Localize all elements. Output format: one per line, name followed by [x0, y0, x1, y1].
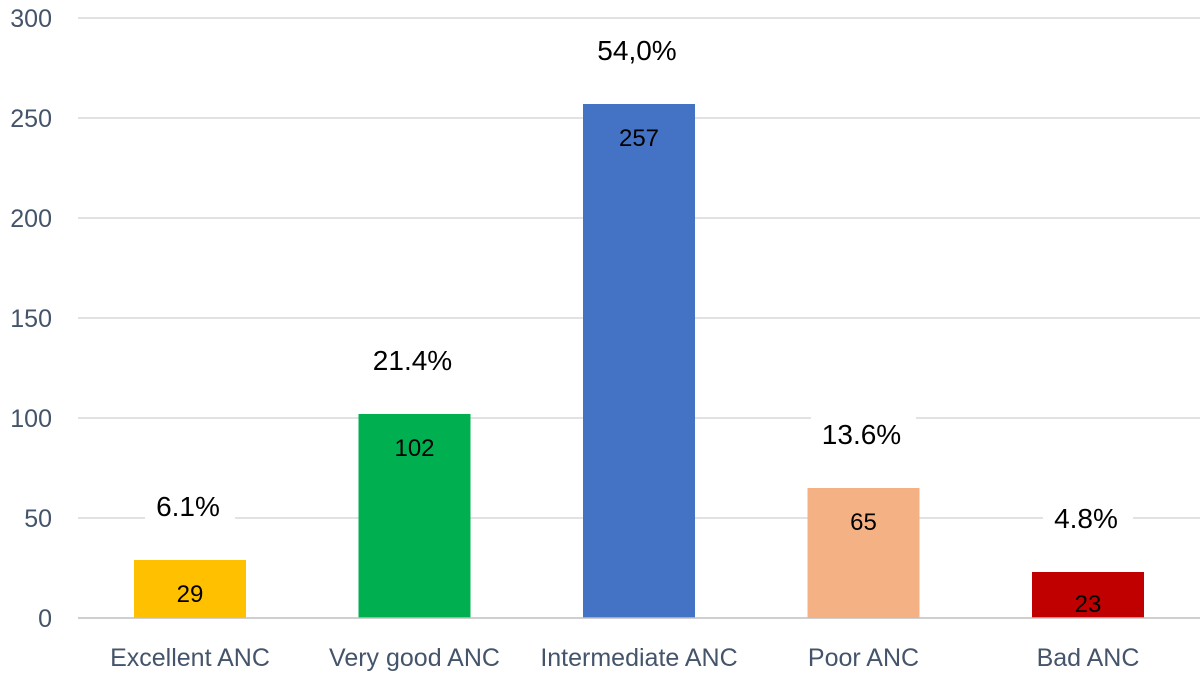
- y-tick-label: 100: [10, 405, 52, 433]
- x-tick-label: Intermediate ANC: [540, 644, 737, 672]
- bar: [583, 104, 695, 618]
- percent-label: 54,0%: [597, 35, 676, 66]
- percent-label: 13.6%: [822, 419, 901, 450]
- bar-value-label: 65: [850, 509, 877, 536]
- bar-value-label: 102: [394, 435, 434, 462]
- bar-value-label: 257: [619, 125, 659, 152]
- percent-label-background: [362, 338, 467, 380]
- percent-label-background: [811, 412, 916, 454]
- y-tick-label: 300: [10, 5, 52, 33]
- data-labels: 29 6.1% 102 21.4% 257 54,0% 65 13.6% 23 4.8%: [145, 28, 1133, 618]
- bar-value-label: 23: [1075, 591, 1102, 618]
- percent-label: 4.8%: [1054, 503, 1118, 534]
- y-tick-label: 0: [38, 605, 52, 633]
- x-axis: Excellent ANC Very good ANC Intermediate A…: [78, 617, 1200, 672]
- x-tick-label: Bad ANC: [1037, 644, 1140, 672]
- bar-value-label: 29: [177, 581, 204, 608]
- y-tick-label: 150: [10, 305, 52, 333]
- y-tick-label: 200: [10, 205, 52, 233]
- percent-label-background: [586, 28, 692, 70]
- y-tick-label: 50: [24, 505, 52, 533]
- percent-label-background: [1043, 496, 1133, 538]
- y-tick-label: 250: [10, 105, 52, 133]
- bars: [134, 104, 1144, 618]
- x-tick-label: Excellent ANC: [110, 644, 270, 672]
- bar: [358, 414, 471, 618]
- x-tick-label: Poor ANC: [808, 644, 919, 672]
- y-axis: 0 50 100 150 200 250 300: [10, 5, 52, 633]
- bar: [134, 560, 246, 618]
- x-tick-label: Very good ANC: [329, 644, 500, 672]
- percent-label: 21.4%: [373, 345, 452, 376]
- percent-label-background: [145, 484, 235, 526]
- bar: [1032, 572, 1144, 618]
- percent-label: 6.1%: [156, 491, 220, 522]
- bar: [807, 488, 920, 618]
